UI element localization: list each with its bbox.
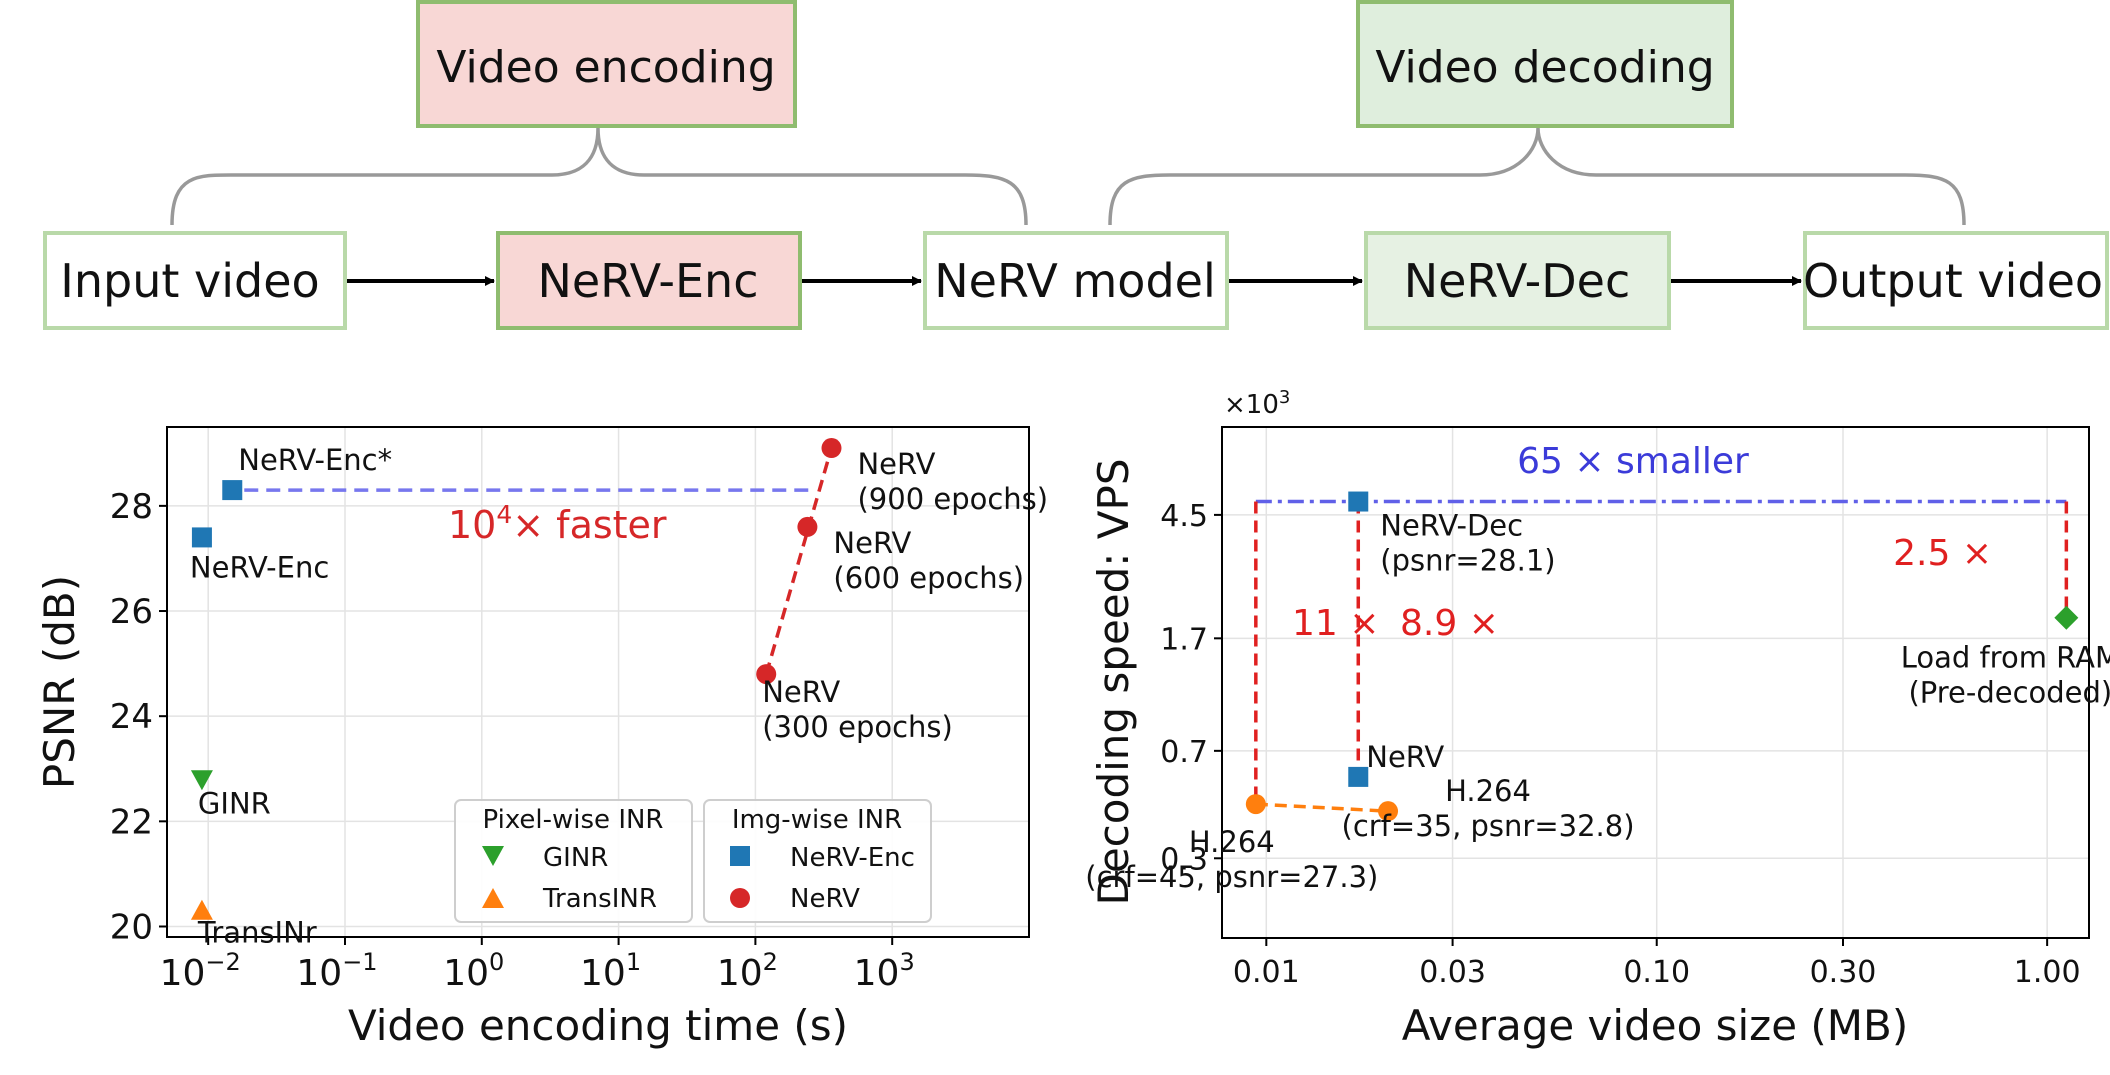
legend-ginr-marker	[482, 846, 504, 866]
legend-transinr-label: TransINR	[542, 884, 657, 914]
point-nerv-900-epochs	[821, 438, 842, 459]
right-xtick-label: 0.01	[1233, 955, 1300, 990]
left-xtick-label: 10−2	[160, 948, 241, 994]
right-xtick-label: 0.30	[1810, 955, 1877, 990]
label-nerv: NeRV	[1366, 740, 1444, 774]
right-xlabel: Average video size (MB)	[1402, 1001, 1909, 1050]
left-points	[190, 438, 842, 920]
decoding-speed-chart: 0.01 0.03 0.10 0.30 1.00 0.3 0.7 1.7 4.5 ×103 Ne…	[1085, 387, 2110, 1050]
nerv-enc-label: NeRV-Enc	[537, 254, 758, 308]
left-ytick-label: 28	[110, 487, 153, 527]
label-nerv-900-epochs: NeRV (900 epochs)	[857, 447, 1048, 516]
left-point-labels: NeRV-Enc* NeRV-Enc GINR TransINr NeRV (300 ep…	[190, 443, 1048, 950]
point-nerv-dec	[1348, 491, 1369, 512]
decode-group-box	[1356, 0, 1734, 128]
point-load-from-ram	[2054, 605, 2079, 630]
right-xtick-label: 0.10	[1623, 955, 1690, 990]
left-xtick-label: 103	[854, 948, 915, 994]
decode-group-label: Video decoding	[1375, 42, 1714, 93]
left-plot-frame	[166, 426, 1030, 938]
point-nerv-enc	[222, 480, 243, 501]
left-xlabel: Video encoding time (s)	[348, 1001, 848, 1050]
right-ytick-label: 0.7	[1160, 735, 1208, 770]
label-nerv-600-epochs: NeRV (600 epochs)	[833, 526, 1024, 595]
right-guide-lines	[1254, 499, 2069, 813]
pipeline-diagram: Video encoding Video decoding Input vide…	[43, 0, 2109, 330]
left-ytick-label: 22	[110, 802, 153, 842]
h264-ratio-annotation: 11 ×	[1292, 603, 1379, 644]
legend-img-wise-title: Img-wise INR	[732, 805, 902, 835]
legend-pixel-wise-title: Pixel-wise INR	[483, 805, 664, 835]
smaller-annotation: 65 × smaller	[1517, 441, 1749, 482]
left-ticks: 10−2 10−1 100 101 102 103 20 22 24 26 28	[110, 487, 915, 994]
h264-connector-line	[1255, 802, 1389, 813]
output-video-label: Output video	[1803, 254, 2103, 308]
ram-ratio-annotation: 2.5 ×	[1893, 533, 1992, 574]
point-h-264-crf45	[1245, 794, 1266, 815]
right-ylabel: Decoding speed: VPS	[1089, 458, 1138, 905]
nerv-trend-line	[764, 447, 834, 675]
left-xtick-label: 101	[580, 948, 641, 994]
left-xtick-label: 10−1	[296, 948, 377, 994]
label-h-264-crf45: H.264 (crf=45, psnr=27.3)	[1085, 825, 1378, 894]
input-video-label: Input video	[60, 254, 319, 308]
legend-nerv-enc-marker	[730, 846, 750, 866]
point-nerv-600-epochs	[797, 516, 818, 537]
legend-img-wise: Img-wise INR NeRV-Enc NeRV	[703, 799, 932, 923]
right-ticks: 0.01 0.03 0.10 0.30 1.00 0.3 0.7 1.7 4.5	[1160, 499, 2080, 990]
legend-nerv-enc-label: NeRV-Enc	[790, 843, 915, 873]
decode-brace	[1108, 127, 1966, 226]
right-ytick-label: 0.3	[1160, 842, 1208, 877]
output-video-node	[1803, 231, 2109, 330]
left-xtick-label: 102	[717, 948, 778, 994]
y-multiplier: ×103	[1224, 387, 1290, 420]
legend-nerv-marker	[730, 888, 750, 908]
point-nerv-enc	[191, 527, 212, 548]
right-ytick-label: 4.5	[1160, 499, 1208, 534]
label-nerv-300-epochs: NeRV (300 epochs)	[762, 675, 953, 744]
label-transinr: TransINr	[197, 916, 317, 950]
right-xtick-label: 0.03	[1419, 955, 1486, 990]
label-load-from-ram: Load from RAM (Pre-decoded)	[1901, 641, 2110, 710]
encode-brace	[170, 127, 1028, 226]
nerv-model-label: NeRV model	[934, 254, 1215, 308]
nerv-model-node	[923, 231, 1229, 330]
right-grid	[1222, 427, 2089, 938]
label-nerv-enc: NeRV-Enc*	[238, 443, 392, 477]
point-nerv	[1348, 766, 1369, 787]
legend-nerv-label: NeRV	[790, 884, 860, 914]
right-xtick-label: 1.00	[2014, 955, 2081, 990]
legend-pixel-wise: Pixel-wise INR GINR TransINR	[454, 799, 693, 923]
right-points	[1245, 491, 2079, 822]
nerv-dec-label: NeRV-Dec	[1404, 254, 1631, 308]
left-ytick-label: 26	[110, 592, 153, 632]
encode-group-box	[416, 0, 797, 128]
faster-annotation: 104× faster	[448, 500, 667, 547]
input-video-node	[43, 231, 347, 330]
legend-transinr-marker	[482, 888, 504, 908]
encode-group-label: Video encoding	[436, 42, 775, 93]
encoding-time-chart: 10−2 10−1 100 101 102 103 20 22 24 26 28 NeRV-Enc*…	[35, 426, 1048, 1050]
right-point-labels: NeRV-Dec (psnr=28.1) NeRV Load from RAM (Pre…	[1085, 509, 2110, 895]
point-h-264-crf35	[1378, 801, 1399, 822]
label-h-264-crf35: H.264 (crf=35, psnr=32.8)	[1342, 774, 1635, 843]
label-nerv-dec: NeRV-Dec (psnr=28.1)	[1380, 509, 1555, 578]
left-ytick-label: 20	[110, 907, 153, 947]
left-ytick-label: 24	[110, 697, 153, 737]
nerv-dec-node	[1364, 231, 1671, 330]
label-nerv-enc: NeRV-Enc	[190, 550, 329, 584]
legend-ginr-label: GINR	[543, 843, 608, 873]
nerv-ratio-annotation: 8.9 ×	[1400, 603, 1499, 644]
point-ginr	[190, 770, 213, 791]
nerv-enc-node	[496, 231, 802, 330]
point-nerv-300-epochs	[756, 664, 777, 685]
left-ylabel: PSNR (dB)	[35, 575, 84, 789]
left-xtick-label: 100	[443, 948, 504, 994]
label-ginr: GINR	[198, 786, 271, 820]
right-ytick-label: 1.7	[1160, 622, 1208, 657]
right-plot-frame	[1221, 426, 2090, 939]
point-transinr	[190, 899, 213, 920]
